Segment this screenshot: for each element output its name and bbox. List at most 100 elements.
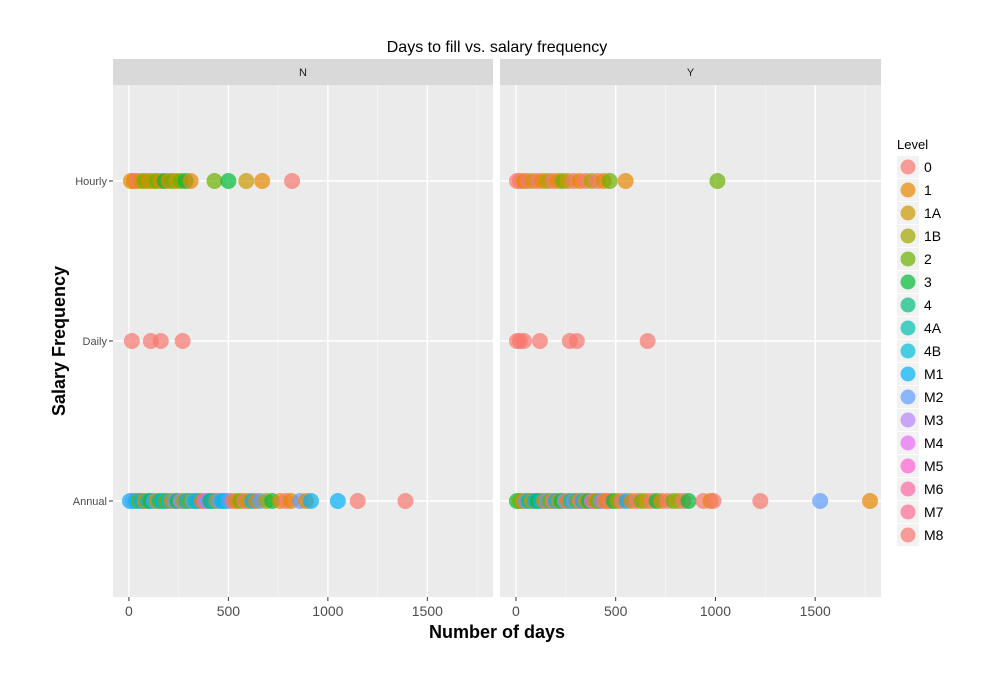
legend-swatch: [900, 274, 916, 290]
legend-swatch: [900, 159, 916, 175]
legend-item: M2: [897, 386, 944, 408]
chart-title: Days to fill vs. salary frequency: [387, 39, 608, 56]
x-tick-label: 0: [512, 603, 520, 619]
legend-label: 4B: [924, 343, 941, 359]
legend-item: M8: [897, 524, 944, 546]
x-tick-label: 500: [217, 603, 241, 619]
data-point: [601, 173, 618, 189]
data-point: [397, 493, 414, 509]
legend-swatch: [900, 251, 916, 267]
data-point: [349, 493, 366, 509]
legend-swatch: [900, 481, 916, 497]
y-tick-label: Daily: [83, 336, 108, 348]
data-point: [152, 333, 169, 349]
legend-title: Level: [897, 137, 928, 152]
x-tick-label: 1000: [312, 603, 343, 619]
data-point: [123, 333, 140, 349]
data-point: [329, 493, 346, 509]
legend-item: M7: [897, 501, 944, 523]
legend-swatch: [900, 412, 916, 428]
legend-item: M6: [897, 478, 944, 500]
facet-strip-label: Y: [687, 67, 695, 79]
points-N: [121, 173, 414, 509]
legend-item: M1: [897, 363, 944, 385]
legend-item: 3: [897, 271, 932, 293]
data-point: [531, 333, 548, 349]
legend-label: M8: [924, 527, 944, 543]
x-tick-label: 0: [125, 603, 133, 619]
facet-strip: [500, 59, 881, 85]
data-point: [639, 333, 656, 349]
data-point: [515, 333, 532, 349]
data-point: [206, 173, 223, 189]
legend-item: 4B: [897, 340, 941, 362]
legend-swatch: [900, 527, 916, 543]
data-point: [617, 173, 634, 189]
legend-swatch: [900, 205, 916, 221]
data-point: [302, 493, 319, 509]
data-point: [174, 333, 191, 349]
legend-item: M3: [897, 409, 944, 431]
facet-strip: [113, 59, 493, 85]
facet-strip-label: N: [299, 67, 307, 79]
legend-label: 0: [924, 159, 932, 175]
legend-item: 1A: [897, 202, 942, 224]
legend-swatch: [900, 389, 916, 405]
data-point: [862, 493, 879, 509]
data-point: [752, 493, 769, 509]
legend-label: 1: [924, 182, 932, 198]
data-point: [284, 173, 301, 189]
legend-swatch: [900, 228, 916, 244]
panel-N: N 0 500 1000 1500 Annual Daily Hourly: [73, 59, 493, 619]
data-point: [680, 493, 697, 509]
legend-label: 1B: [924, 228, 941, 244]
x-tick-label: 1500: [800, 603, 831, 619]
x-tick-label: 1000: [700, 603, 731, 619]
legend-swatch: [900, 435, 916, 451]
x-tick-label: 500: [604, 603, 628, 619]
x-tick-label: 1500: [412, 603, 443, 619]
legend-swatch: [900, 182, 916, 198]
legend-label: M3: [924, 412, 944, 428]
legend-item: 1B: [897, 225, 941, 247]
legend-label: M4: [924, 435, 944, 451]
legend-label: 2: [924, 251, 932, 267]
legend-item: 4: [897, 294, 932, 316]
y-tick-label: Annual: [73, 496, 107, 508]
legend-item: 1: [897, 179, 932, 201]
legend-swatch: [900, 458, 916, 474]
legend-swatch: [900, 504, 916, 520]
data-point: [709, 173, 726, 189]
data-point: [182, 173, 199, 189]
panels-layer: N 0 500 1000 1500 Annual Daily Hourly Y 0 500 1000 1…: [73, 59, 881, 619]
data-point: [568, 333, 585, 349]
y-tick-label: Hourly: [75, 176, 107, 188]
legend: Level 0 1 1A 1B 2 3 4 4A 4B M1 M2 M3 M4 M5 M6 M7 M8: [893, 134, 950, 552]
data-point: [705, 493, 722, 509]
data-point: [238, 173, 255, 189]
legend-label: M6: [924, 481, 944, 497]
legend-label: 3: [924, 274, 932, 290]
legend-swatch: [900, 297, 916, 313]
y-axis-title: Salary Frequency: [49, 266, 69, 416]
x-axis-title: Number of days: [429, 622, 565, 642]
legend-label: 4A: [924, 320, 942, 336]
data-point: [812, 493, 829, 509]
data-point: [254, 173, 271, 189]
points-Y: [508, 173, 879, 509]
legend-item: 0: [897, 156, 932, 178]
legend-swatch: [900, 320, 916, 336]
legend-label: 1A: [924, 205, 942, 221]
legend-item: M5: [897, 455, 944, 477]
legend-item: M4: [897, 432, 944, 454]
legend-swatch: [900, 343, 916, 359]
legend-label: 4: [924, 297, 932, 313]
legend-swatch: [900, 366, 916, 382]
legend-item: 4A: [897, 317, 942, 339]
legend-item: 2: [897, 248, 932, 270]
legend-label: M2: [924, 389, 944, 405]
panel-Y: Y 0 500 1000 1500: [500, 59, 881, 619]
legend-label: M5: [924, 458, 944, 474]
